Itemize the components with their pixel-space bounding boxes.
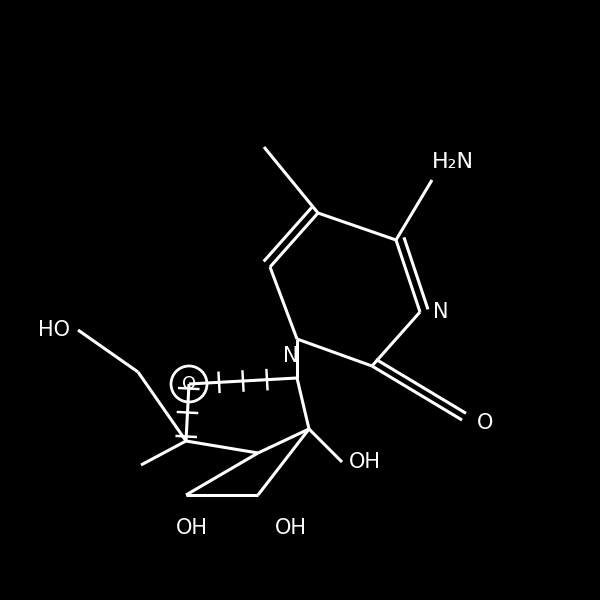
Text: O: O: [182, 375, 196, 393]
Text: OH: OH: [176, 518, 208, 538]
Text: N: N: [433, 302, 449, 322]
Text: N: N: [283, 346, 299, 366]
Text: HO: HO: [38, 320, 70, 340]
Text: O: O: [476, 413, 493, 433]
Text: H₂N: H₂N: [432, 152, 474, 172]
Text: OH: OH: [275, 518, 307, 538]
Text: OH: OH: [349, 452, 381, 472]
